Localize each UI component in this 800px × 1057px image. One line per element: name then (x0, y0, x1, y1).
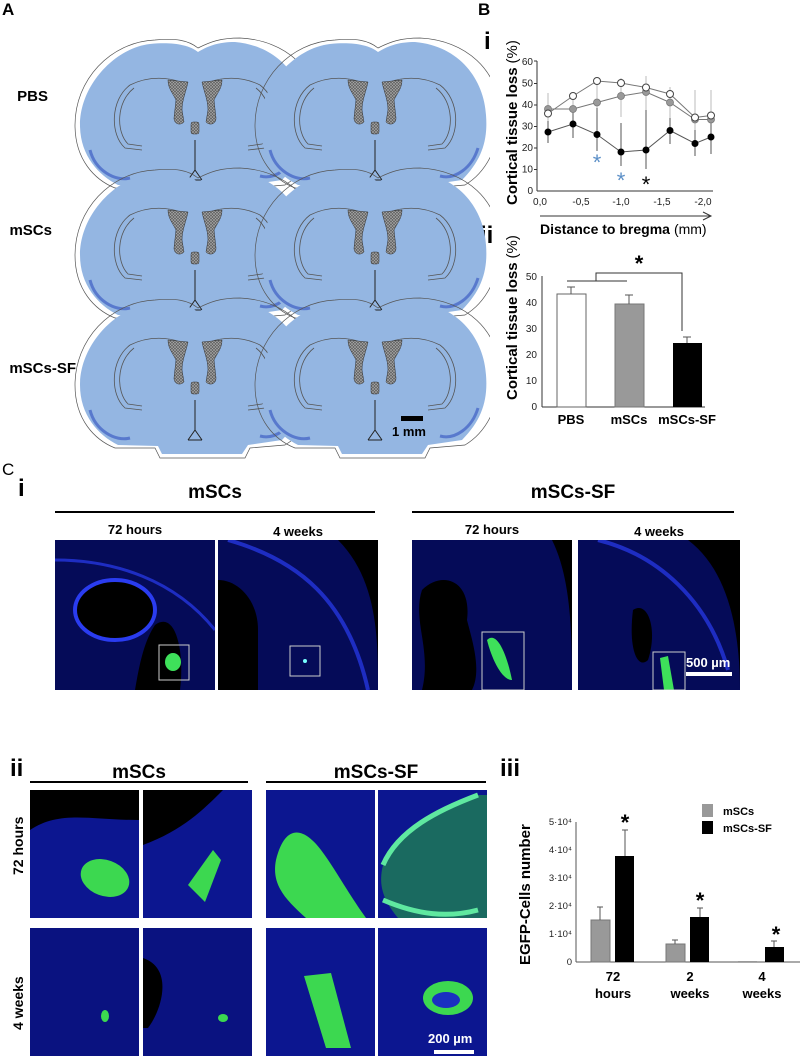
svg-text:200 µm: 200 µm (428, 1031, 472, 1046)
svg-text:*: * (772, 922, 781, 947)
svg-text:50: 50 (522, 79, 534, 90)
row-label-mscs-sf: mSCs-SF (9, 360, 76, 377)
svg-text:10: 10 (526, 376, 538, 387)
y-axis-label: Cortical tissue loss(%) (504, 40, 521, 205)
svg-text:30: 30 (526, 324, 538, 335)
fluorescence-closeup-mscs-sf-72h-2 (378, 790, 487, 918)
svg-text:EGFP-Cells number: EGFP-Cells number (517, 824, 534, 965)
group-title-mscs-sf: mSCs-SF (333, 762, 419, 783)
fluorescence-image-mscs-72h (55, 540, 215, 690)
svg-text:4·10⁴: 4·10⁴ (549, 845, 572, 856)
svg-text:-2,0: -2,0 (694, 197, 712, 208)
timepoint-label: 72 hours (107, 522, 163, 537)
svg-text:weeks: weeks (669, 986, 709, 1001)
svg-text:0,0: 0,0 (533, 197, 547, 208)
svg-text:60: 60 (522, 57, 534, 68)
group-divider (412, 511, 734, 513)
svg-text:mSCs-SF: mSCs-SF (658, 412, 716, 427)
row-label-72h: 72 hours (10, 816, 26, 875)
svg-text:2: 2 (686, 969, 693, 984)
panel-label-c: C (2, 460, 15, 479)
row-label-mscs: mSCs (9, 222, 52, 239)
scale-bar-label-ci: 500 µm (686, 655, 731, 670)
svg-text:30: 30 (522, 122, 534, 133)
scale-bar-label-a: 1 mm (392, 424, 426, 439)
fluorescence-closeup-mscs-sf-4w-2: 200 µm (378, 928, 487, 1056)
fluorescence-closeup-mscs-72h-1 (30, 790, 139, 918)
group-title-mscs: mSCs (112, 762, 166, 783)
svg-text:mSCs-SF: mSCs-SF (723, 823, 772, 835)
svg-text:2·10⁴: 2·10⁴ (549, 901, 572, 912)
group-divider (266, 781, 486, 783)
fluorescence-closeup-mscs-4w-1 (30, 928, 139, 1056)
svg-text:5·10⁴: 5·10⁴ (549, 817, 572, 828)
svg-text:-1,0: -1,0 (612, 197, 630, 208)
svg-text:weeks: weeks (741, 986, 781, 1001)
scale-bar-500um (686, 672, 732, 676)
group-title-mscs-sf: mSCs-SF (530, 482, 616, 503)
brain-sections-grid (73, 36, 490, 460)
bar-chart-tissue-loss: Cortical tissue loss(%) 0 10 20 30 40 50 * P… (504, 235, 716, 427)
scale-bar-1mm (401, 416, 423, 421)
svg-text:0: 0 (531, 402, 537, 413)
svg-text:40: 40 (526, 298, 538, 309)
timepoint-label: 72 hours (464, 522, 520, 537)
svg-text:72: 72 (606, 969, 620, 984)
panel-label-b: B (478, 0, 491, 19)
sublabel-c-ii: ii (10, 755, 24, 782)
svg-text:*: * (617, 168, 626, 193)
svg-text:1·10⁴: 1·10⁴ (549, 929, 572, 940)
svg-text:50: 50 (526, 272, 538, 283)
x-axis-label: Distance to bregma (mm) (540, 221, 707, 237)
timepoint-label: 4 weeks (634, 524, 684, 539)
sublabel-c-i: i (18, 475, 25, 502)
svg-text:0: 0 (527, 186, 533, 197)
svg-text:3·10⁴: 3·10⁴ (549, 873, 572, 884)
fluorescence-image-mscs-sf-4w (578, 540, 740, 690)
svg-text:hours: hours (595, 986, 631, 1001)
group-divider (55, 511, 375, 513)
svg-text:*: * (642, 172, 651, 197)
row-label-pbs: PBS (17, 88, 48, 105)
sublabel-c-iii: iii (500, 755, 521, 782)
panel-label-a: A (2, 0, 15, 19)
svg-text:mSCs: mSCs (611, 412, 648, 427)
svg-text:10: 10 (522, 165, 534, 176)
group-title-mscs: mSCs (188, 482, 242, 503)
svg-text:-1,5: -1,5 (653, 197, 671, 208)
fluorescence-closeup-mscs-sf-72h-1 (266, 790, 375, 918)
timepoint-label: 4 weeks (273, 524, 323, 539)
svg-text:4: 4 (758, 969, 766, 984)
svg-text:*: * (621, 810, 630, 835)
svg-text:mSCs: mSCs (723, 806, 754, 818)
svg-text:-0,5: -0,5 (572, 197, 590, 208)
row-label-4w: 4 weeks (10, 976, 26, 1030)
fluorescence-image-mscs-4w (218, 540, 378, 690)
svg-text:*: * (635, 251, 644, 276)
sublabel-b-i: i (484, 28, 491, 55)
bar-chart-egfp-cells: EGFP-Cells number 0 1·10⁴ 2·10⁴ 3·10⁴ 4·… (517, 804, 800, 1001)
group-divider (30, 781, 248, 783)
fluorescence-closeup-mscs-4w-2 (143, 928, 252, 1056)
svg-text:*: * (696, 888, 705, 913)
svg-text:0: 0 (567, 957, 572, 968)
svg-text:20: 20 (526, 350, 538, 361)
svg-text:PBS: PBS (558, 412, 585, 427)
line-chart-tissue-loss: Cortical tissue loss(%) 0 10 20 30 40 50 60 0… (504, 40, 715, 237)
svg-text:20: 20 (522, 143, 534, 154)
svg-text:Cortical tissue loss(%): Cortical tissue loss(%) (504, 235, 521, 400)
fluorescence-image-mscs-sf-72h (412, 540, 572, 690)
svg-text:*: * (593, 150, 602, 175)
fluorescence-closeup-mscs-72h-2 (143, 790, 252, 918)
svg-text:40: 40 (522, 100, 534, 111)
fluorescence-closeup-mscs-sf-4w-1 (266, 928, 375, 1056)
